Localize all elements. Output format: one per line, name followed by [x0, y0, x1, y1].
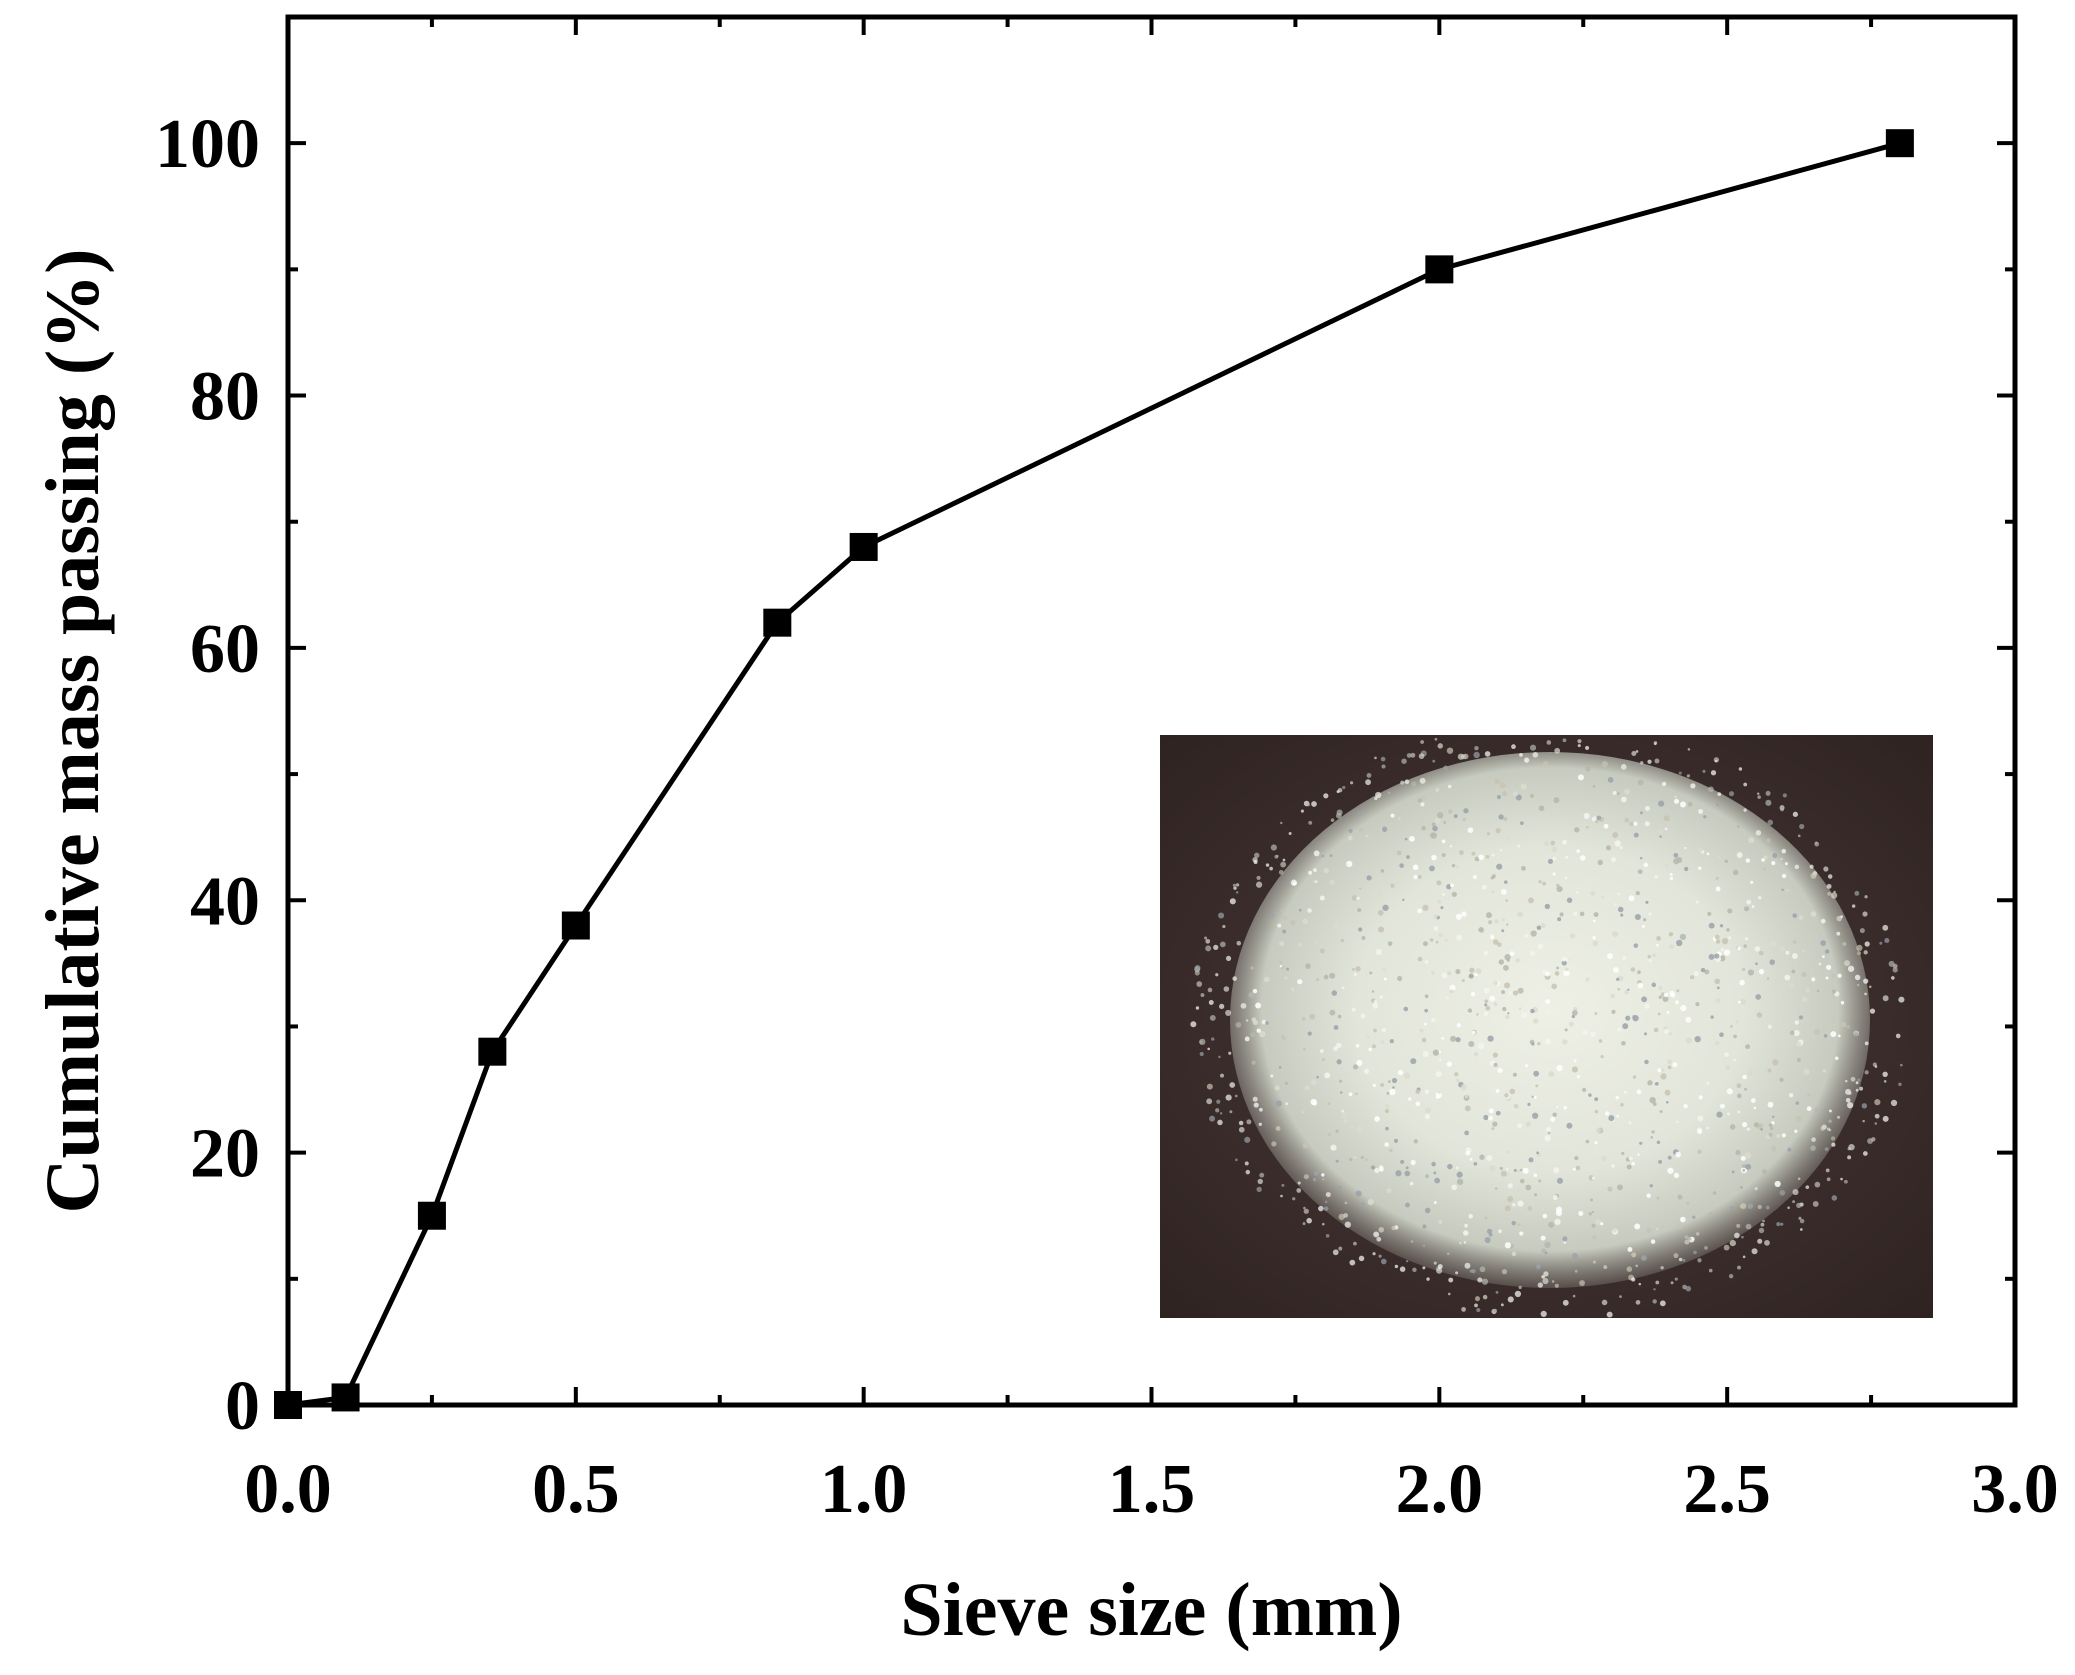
- x-tick-label: 2.5: [1683, 1451, 1771, 1528]
- x-tick-label: 0.0: [244, 1451, 332, 1528]
- x-tick-label: 3.0: [1971, 1451, 2059, 1528]
- x-tick-label: 2.0: [1396, 1451, 1484, 1528]
- x-tick-labels: 0.0 0.5 1.0 1.5 2.0 2.5 3.0: [244, 1451, 2059, 1528]
- y-tick-label: 80: [190, 359, 260, 436]
- data-point: [478, 1037, 507, 1066]
- data-point: [274, 1391, 302, 1419]
- data-point: [763, 608, 792, 637]
- y-tick-label: 100: [155, 106, 260, 183]
- data-point: [417, 1201, 446, 1230]
- x-tick-label: 1.5: [1108, 1451, 1196, 1528]
- y-tick-label: 0: [225, 1368, 260, 1445]
- inset-photo: [1160, 735, 1933, 1318]
- x-tick-label: 1.0: [820, 1451, 908, 1528]
- y-tick-label: 40: [190, 863, 260, 940]
- data-point: [1885, 129, 1914, 158]
- data-point: [1425, 255, 1454, 284]
- y-tick-label: 20: [190, 1116, 260, 1193]
- inset-sand-grains: [1190, 737, 1905, 1318]
- y-axis-title: Cumulative mass passing (%): [31, 249, 115, 1214]
- data-point: [561, 911, 590, 940]
- data-point: [331, 1383, 360, 1412]
- data-series: [274, 129, 1914, 1419]
- y-tick-label: 60: [190, 611, 260, 688]
- y-tick-labels: 0 20 40 60 80 100: [155, 106, 260, 1445]
- axis-ticks: [286, 15, 2017, 1407]
- data-point: [849, 532, 878, 561]
- x-axis-title: Sieve size (mm): [900, 1568, 1402, 1652]
- x-tick-label: 0.5: [532, 1451, 620, 1528]
- inset-sand-pile: [1230, 752, 1870, 1288]
